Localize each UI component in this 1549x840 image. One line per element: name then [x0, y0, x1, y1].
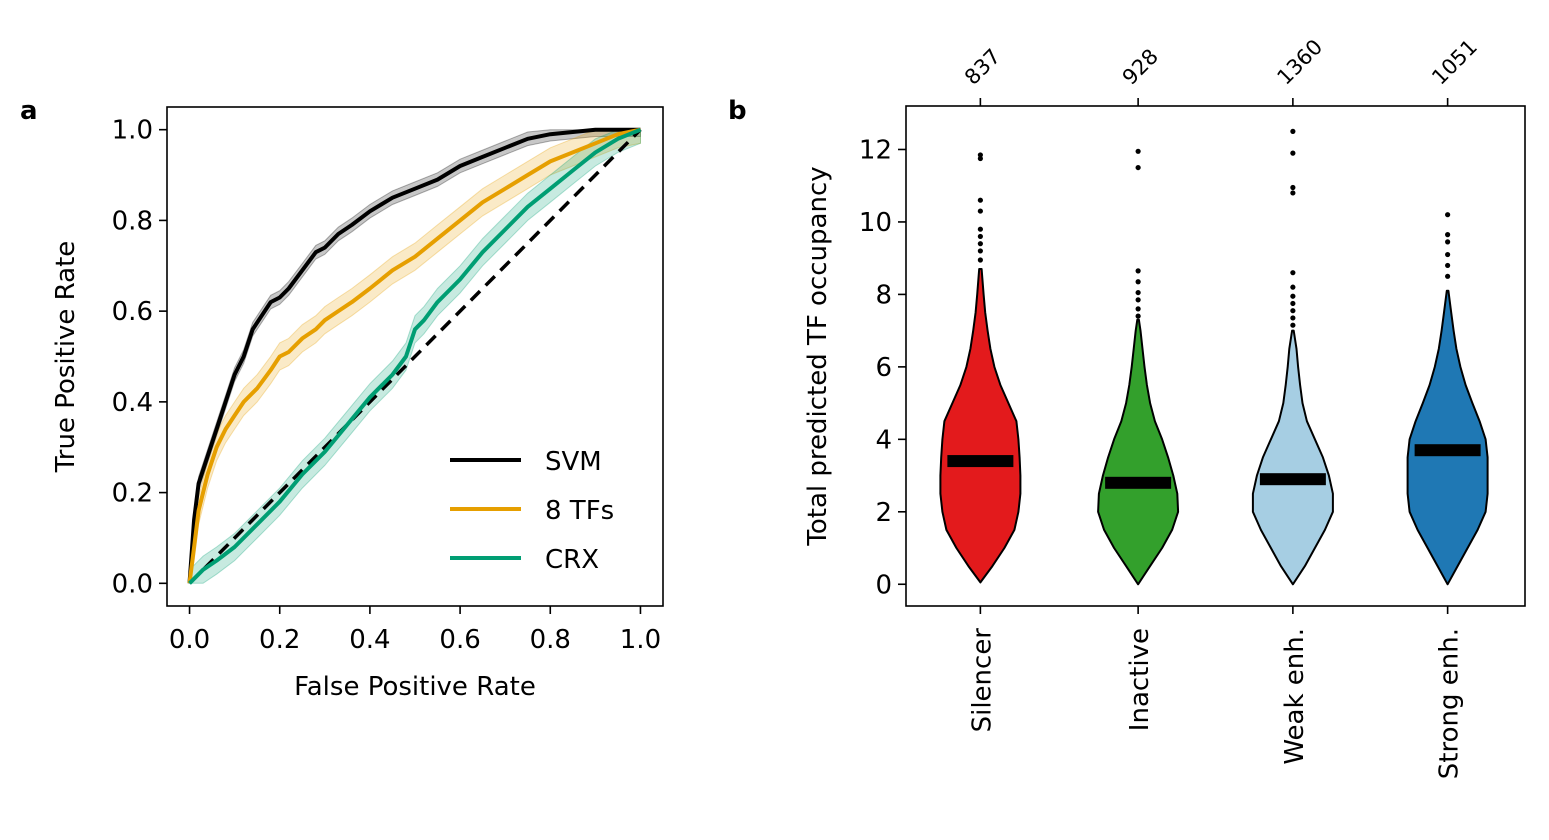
outlier-point: [1290, 293, 1296, 299]
outlier-point: [1135, 306, 1141, 312]
outlier-point: [1135, 268, 1141, 274]
violin-weak-enh: [1251, 329, 1334, 586]
panel-b-axes-frame: [905, 105, 1526, 607]
x-tick-label: 0.8: [530, 625, 571, 655]
outlier-point: [1135, 297, 1141, 303]
panel-a-letter: a: [20, 96, 38, 126]
category-label: Weak enh.: [1280, 628, 1310, 765]
outlier-points: [977, 128, 1451, 328]
panel-b-letter: b: [728, 96, 747, 126]
panel-a-legend: SVM 8 TFs CRX: [450, 447, 614, 575]
outlier-point: [977, 155, 983, 162]
outlier-point: [1290, 308, 1296, 314]
y-tick-label: 0.0: [112, 569, 153, 599]
category-label: Inactive: [1125, 628, 1155, 731]
y-tick-label: 6: [875, 353, 892, 383]
panel-a-roc: 0.0 0.2 0.4 0.6 0.8 1.0 0.0 0.2 0.4 0.6 0.8 1.0 Fa…: [20, 96, 664, 702]
outlier-point: [1290, 315, 1296, 321]
x-tick-label: 0.2: [259, 625, 300, 655]
outlier-point: [977, 208, 983, 214]
y-tick-label: 0.8: [112, 206, 153, 236]
roc-line-crx: [188, 127, 642, 585]
roc-line-svm: [187, 127, 641, 584]
x-tick-label: 1.0: [620, 625, 661, 655]
outlier-point: [977, 197, 983, 203]
median-bar: [947, 455, 1014, 468]
outlier-point: [977, 226, 983, 232]
count-label: 837: [960, 44, 1005, 89]
panel-b-violin: Silencer Inactive Weak enh. Strong enh. 837…: [728, 35, 1526, 779]
y-tick-label: 2: [875, 498, 892, 528]
violin-silencer: [939, 268, 1022, 584]
y-tick-label: 0: [875, 570, 892, 600]
violins: [939, 268, 1489, 586]
y-tick-label: 0.4: [112, 388, 153, 418]
median-bars: [947, 444, 1481, 489]
outlier-point: [1290, 270, 1296, 276]
x-tick-label: 0.4: [349, 625, 390, 655]
outlier-point: [977, 248, 983, 254]
outlier-point: [1290, 322, 1296, 328]
x-tick-label: 0.6: [439, 625, 480, 655]
panel-a-axes-frame: [166, 106, 664, 607]
outlier-point: [977, 152, 983, 158]
category-label: Strong enh.: [1435, 628, 1465, 779]
y-tick-label: 4: [875, 425, 892, 455]
median-bar: [1259, 473, 1326, 486]
y-tick-label: 1.0: [112, 116, 153, 146]
outlier-point: [1290, 284, 1296, 290]
roc-lines: [187, 127, 642, 585]
legend-label: CRX: [545, 545, 599, 575]
legend-label: SVM: [545, 447, 602, 477]
outlier-point: [1290, 300, 1296, 307]
roc-line-8-tfs: [187, 127, 641, 584]
violin-strong-enh: [1406, 289, 1489, 586]
y-tick-label: 10: [859, 208, 892, 238]
category-label: Silencer: [967, 628, 997, 733]
panel-a-y-axis-label: True Positive Rate: [51, 241, 81, 474]
count-label: 1360: [1272, 35, 1327, 90]
panel-b-category-ticks: Silencer Inactive Weak enh. Strong enh.: [967, 606, 1465, 779]
x-tick-label: 0.0: [169, 625, 210, 655]
panel-a-x-ticks: 0.0 0.2 0.4 0.6 0.8 1.0: [169, 606, 661, 655]
chance-diagonal-line: [188, 128, 642, 585]
median-bar: [1105, 476, 1172, 489]
outlier-point: [1445, 212, 1451, 218]
outlier-point: [1445, 239, 1451, 245]
outlier-point: [1445, 273, 1451, 279]
outlier-point: [977, 241, 983, 247]
outlier-point: [977, 233, 983, 240]
outlier-point: [1135, 148, 1141, 154]
panel-b-y-ticks: 0 2 4 6 8 10 12: [859, 135, 906, 600]
outlier-point: [1135, 313, 1141, 319]
outlier-point: [1135, 279, 1141, 285]
outlier-point: [1445, 262, 1451, 269]
panel-b-y-axis-label: Total predicted TF occupancy: [803, 166, 833, 546]
outlier-point: [1135, 164, 1141, 171]
outlier-point: [1290, 150, 1296, 156]
roc-band-svm: [189, 129, 641, 584]
y-tick-label: 0.2: [112, 479, 153, 509]
panel-a-x-axis-label: False Positive Rate: [294, 672, 536, 702]
outlier-point: [977, 257, 983, 263]
median-bar: [1414, 444, 1481, 457]
outlier-point: [1135, 289, 1141, 296]
outlier-point: [1445, 232, 1451, 238]
violin-inactive: [1097, 318, 1180, 586]
outlier-point: [1445, 251, 1451, 258]
count-label: 1051: [1427, 35, 1482, 90]
y-tick-label: 8: [875, 280, 892, 310]
y-tick-label: 0.6: [112, 297, 153, 327]
outlier-point: [1290, 128, 1296, 134]
panel-b-count-ticks: 837 928 1360 1051: [960, 35, 1482, 106]
outlier-point: [1290, 184, 1296, 191]
outlier-point: [1290, 190, 1296, 196]
count-label: 928: [1118, 44, 1163, 89]
legend-label: 8 TFs: [545, 496, 614, 526]
y-tick-label: 12: [859, 135, 892, 165]
panel-a-y-ticks: 0.0 0.2 0.4 0.6 0.8 1.0: [112, 116, 167, 599]
